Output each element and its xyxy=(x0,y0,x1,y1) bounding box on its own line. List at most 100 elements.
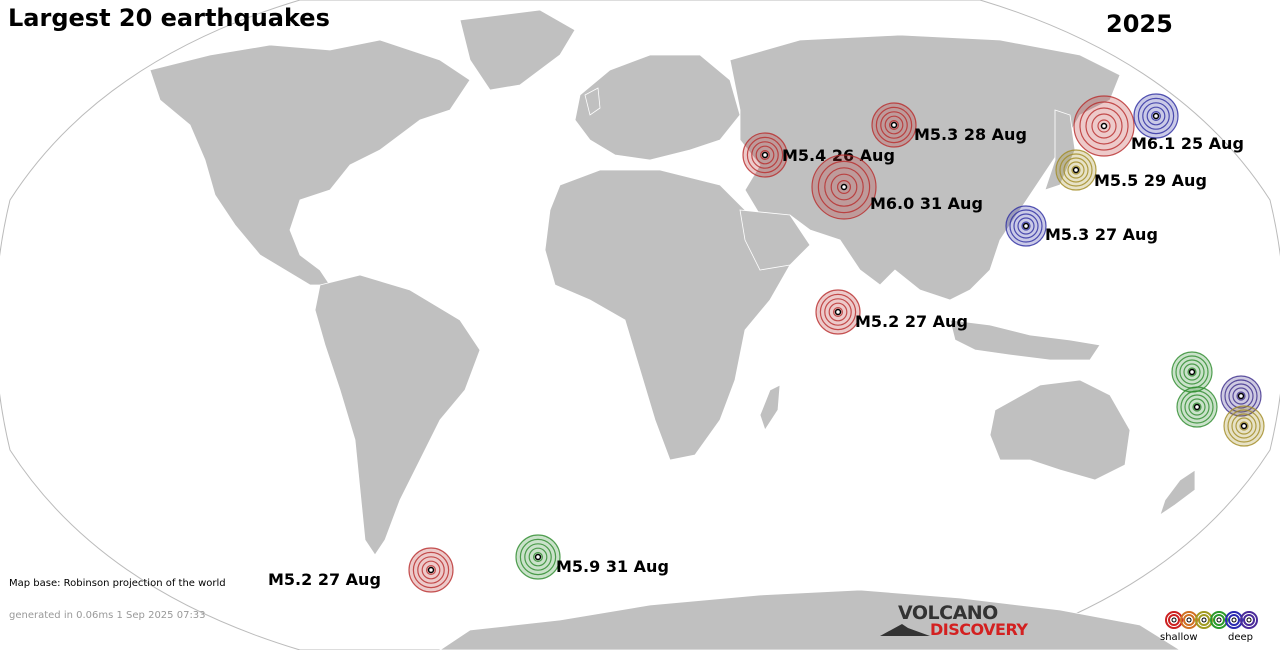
earthquake-marker-ring xyxy=(1176,386,1218,428)
earthquake-marker-ring xyxy=(426,564,437,575)
depth-legend-rings xyxy=(1165,611,1258,629)
earthquake-marker-ring xyxy=(1021,221,1031,231)
earthquake-marker-ring xyxy=(524,543,552,571)
earthquake-marker[interactable] xyxy=(1133,93,1179,139)
earthquake-marker-ring xyxy=(515,534,561,580)
legend-depth-ring xyxy=(1183,614,1195,626)
madagascar xyxy=(759,384,781,431)
earthquake-marker-ring xyxy=(759,150,770,161)
earthquake-marker-ring xyxy=(755,145,775,165)
earthquake-marker-ring xyxy=(1073,95,1135,157)
earthquake-marker-ring xyxy=(1180,390,1214,424)
earthquake-marker-ring xyxy=(1063,157,1089,183)
earthquake-marker-ring xyxy=(1223,405,1265,447)
legend-depth-ring xyxy=(1171,617,1177,623)
map-base-note: Map base: Robinson projection of the wor… xyxy=(9,578,226,589)
earthquake-epicenter-dot xyxy=(761,151,769,159)
asia xyxy=(729,34,1121,301)
earthquake-marker-ring xyxy=(1227,409,1261,443)
earthquake-marker-ring xyxy=(819,293,857,331)
land-masses xyxy=(149,9,1196,650)
earthquake-marker-ring xyxy=(421,560,441,580)
new-zealand xyxy=(1159,469,1196,516)
earthquake-marker[interactable] xyxy=(1073,95,1135,157)
earthquake-epicenter-dot xyxy=(1240,422,1248,430)
legend-depth-ring xyxy=(1168,614,1180,626)
legend-deep-label: deep xyxy=(1228,632,1253,643)
earthquake-marker-ring xyxy=(1097,119,1111,133)
earthquake-marker-ring xyxy=(830,173,858,201)
map-year: 2025 xyxy=(1106,10,1173,38)
legend-depth-ring xyxy=(1213,614,1225,626)
legend-shallow-label: shallow xyxy=(1160,632,1198,643)
earthquake-marker-ring xyxy=(1224,379,1258,413)
earthquake-marker[interactable] xyxy=(1005,205,1047,247)
earthquake-marker-ring xyxy=(412,551,450,589)
earthquake-marker-ring xyxy=(1179,359,1205,385)
earthquake-marker[interactable] xyxy=(1171,351,1213,393)
earthquake-marker-ring xyxy=(828,302,848,322)
earthquake-marker[interactable] xyxy=(815,289,861,335)
earthquake-marker-ring xyxy=(1013,213,1039,239)
earthquake-marker-ring xyxy=(1146,106,1166,126)
earthquake-epicenter-dot xyxy=(1152,112,1160,120)
earthquake-marker-ring xyxy=(519,538,557,576)
earthquake-marker-ring xyxy=(884,115,904,135)
earthquake-epicenter-dot xyxy=(1188,368,1196,376)
earthquake-marker-ring xyxy=(1055,149,1097,191)
earthquake-marker-ring xyxy=(1017,217,1035,235)
earthquake-marker-ring xyxy=(836,180,851,195)
legend-depth-ring xyxy=(1186,617,1192,623)
earthquake-marker[interactable] xyxy=(1176,386,1218,428)
earthquake-marker[interactable] xyxy=(811,154,877,220)
earthquake-marker-ring xyxy=(875,106,913,144)
earthquake-marker-ring xyxy=(1071,165,1081,175)
earthquake-marker-ring xyxy=(1231,413,1257,439)
earthquake-marker-ring xyxy=(888,119,899,130)
earthquake-epicenter-dot xyxy=(534,553,542,561)
volcano-mountain-icon xyxy=(880,624,930,636)
earthquake-label: M5.5 29 Aug xyxy=(1094,171,1207,190)
africa xyxy=(544,169,791,461)
earthquake-marker-ring xyxy=(1239,421,1249,431)
earthquake-marker-ring xyxy=(832,307,843,318)
earthquake-marker-ring xyxy=(746,136,784,174)
earthquake-marker-ring xyxy=(1184,394,1210,420)
japan xyxy=(1044,109,1076,191)
earthquake-epicenter-dot xyxy=(1072,166,1080,174)
earthquake-epicenter-dot xyxy=(1022,222,1030,230)
volcano-discovery-logo[interactable]: VOLCANO DISCOVERY xyxy=(880,602,1040,642)
australia xyxy=(989,379,1131,481)
earthquake-marker[interactable] xyxy=(871,102,917,148)
earthquake-label: M5.9 31 Aug xyxy=(556,557,669,576)
earthquake-marker[interactable] xyxy=(1055,149,1097,191)
earthquake-marker-ring xyxy=(417,556,445,584)
earthquake-marker-ring xyxy=(824,298,852,326)
earthquake-label: M5.2 27 Aug xyxy=(268,570,381,589)
earthquake-marker-ring xyxy=(532,551,543,562)
legend-depth-ring xyxy=(1243,614,1255,626)
legend-depth-ring xyxy=(1246,617,1252,623)
europe xyxy=(574,54,741,161)
earthquake-label: M5.2 27 Aug xyxy=(855,312,968,331)
earthquake-label: M6.1 25 Aug xyxy=(1131,134,1244,153)
earthquake-epicenter-dot xyxy=(1100,122,1108,130)
earthquake-marker[interactable] xyxy=(742,132,788,178)
earthquake-marker-ring xyxy=(811,154,877,220)
earthquake-marker[interactable] xyxy=(408,547,454,593)
earthquake-marker-ring xyxy=(1142,102,1170,130)
earthquake-label: M6.0 31 Aug xyxy=(870,194,983,213)
earthquake-marker-ring xyxy=(1188,398,1206,416)
earthquake-marker-ring xyxy=(1009,209,1043,243)
earthquake-marker-ring xyxy=(817,160,871,214)
earthquake-marker-ring xyxy=(1187,367,1197,377)
south-america xyxy=(314,274,481,556)
earthquake-marker[interactable] xyxy=(515,534,561,580)
earthquake-marker[interactable] xyxy=(1220,375,1262,417)
earthquake-marker-ring xyxy=(1150,110,1161,121)
earthquake-marker[interactable] xyxy=(1223,405,1265,447)
earthquake-epicenter-dot xyxy=(427,566,435,574)
earthquake-marker-ring xyxy=(871,102,917,148)
